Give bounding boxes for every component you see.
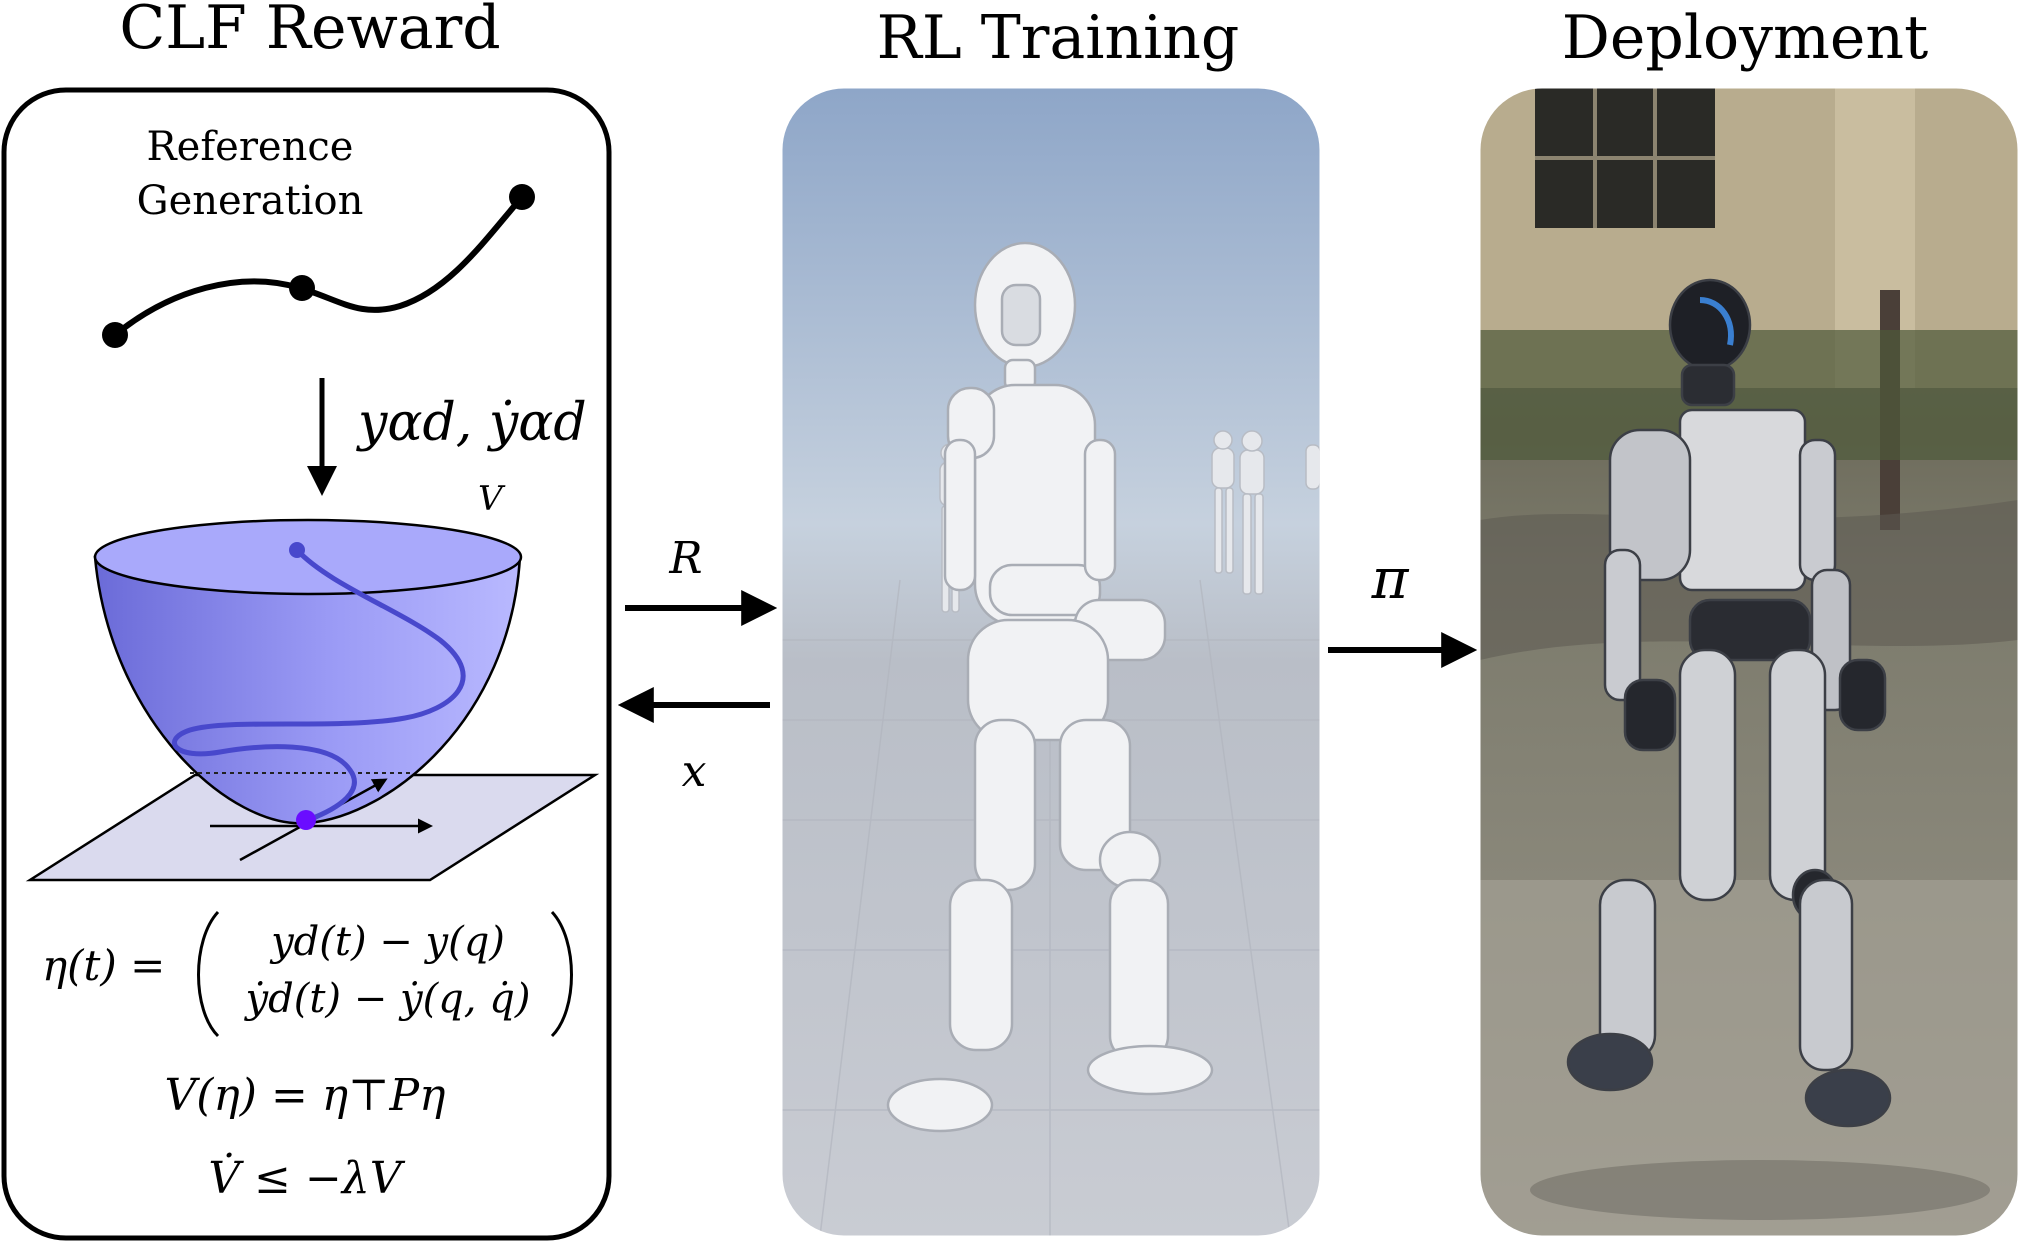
equilibrium-point [296,810,316,830]
deployment-panel-title: Deployment [1562,3,1928,73]
reference-generation-label-line1: Reference [147,124,354,170]
reward-arrow-label: R [668,533,702,584]
simulation-image [782,88,1320,1236]
trajectory-start [289,542,305,558]
desired-output-label: yαd, ẏαd [356,393,587,453]
eta-row-position: yd(t) − y(q) [269,919,505,965]
eta-lhs: η(t) = [42,941,165,990]
waypoint-3 [509,184,535,210]
reference-generation-label-line2: Generation [137,178,364,224]
eta-row-velocity: ẏd(t) − ẏ(q, q̇) [244,976,531,1022]
clf-panel-title: CLF Reward [119,0,500,63]
policy-arrow-label: π [1371,547,1410,612]
state-arrow-label: x [682,746,707,797]
state-trajectory [171,548,466,823]
deployment-panel-frame [1479,87,2018,1237]
lyapunov-function: V(η) = η⊤Pη [164,1070,445,1121]
waypoint-2 [289,275,315,301]
eta-left-paren [197,910,220,1038]
lyapunov-condition: V̇ ≤ −λV [208,1151,405,1204]
waypoint-1 [102,322,128,348]
training-panel-title: RL Training [877,3,1240,73]
reference-trajectory-curve [113,195,525,338]
lyapunov-v-label: V [478,479,506,519]
deployment-photo [1480,88,2018,1236]
real-humanoid [1566,278,1892,1128]
training-panel-frame [781,87,1321,1237]
eta-right-paren [550,910,573,1038]
simulated-humanoid [886,241,1214,1133]
